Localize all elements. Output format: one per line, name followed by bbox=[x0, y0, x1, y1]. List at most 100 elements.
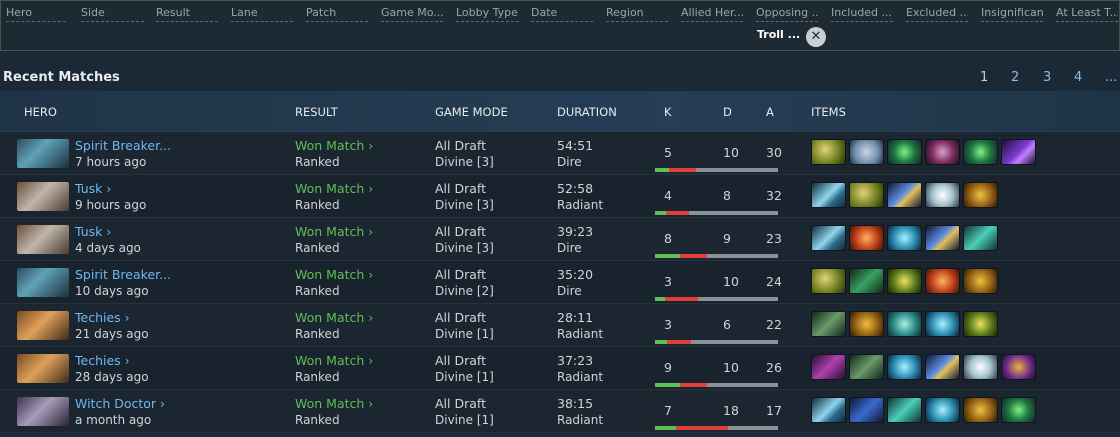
close-icon[interactable]: ✕ bbox=[806, 27, 826, 47]
col-duration[interactable]: DURATION bbox=[557, 105, 617, 119]
item-icon[interactable] bbox=[925, 182, 960, 208]
duration: 35:20 bbox=[557, 267, 594, 282]
match-result[interactable]: Won Match › bbox=[295, 310, 374, 325]
item-icon[interactable] bbox=[887, 268, 922, 294]
col-deaths[interactable]: D bbox=[723, 105, 732, 119]
item-icon[interactable] bbox=[1001, 139, 1036, 165]
assists: 23 bbox=[766, 231, 782, 246]
item-icon[interactable] bbox=[925, 311, 960, 337]
filter-lane[interactable]: Lane bbox=[231, 6, 293, 22]
filter-at-least[interactable]: At Least T... bbox=[1056, 6, 1118, 22]
item-icon[interactable] bbox=[925, 139, 960, 165]
item-icon[interactable] bbox=[811, 225, 846, 251]
item-icon[interactable] bbox=[887, 182, 922, 208]
item-icon[interactable] bbox=[887, 397, 922, 423]
page-1[interactable]: 1 bbox=[980, 70, 989, 85]
kills: 3 bbox=[664, 317, 672, 332]
item-icon[interactable] bbox=[849, 182, 884, 208]
filter-insignificant[interactable]: Insignificant bbox=[981, 6, 1043, 22]
item-icon[interactable] bbox=[963, 354, 998, 380]
item-icon[interactable] bbox=[811, 311, 846, 337]
match-result[interactable]: Won Match › bbox=[295, 353, 374, 368]
filter-hero[interactable]: Hero bbox=[6, 6, 66, 22]
filter-game-mode[interactable]: Game Mo... bbox=[381, 6, 443, 22]
hero-name[interactable]: Witch Doctor › bbox=[75, 396, 166, 411]
filter-included[interactable]: Included ... bbox=[831, 6, 893, 22]
filter-allied-heroes[interactable]: Allied Her... bbox=[681, 6, 743, 22]
hero-portrait[interactable] bbox=[17, 182, 69, 211]
match-result[interactable]: Won Match › bbox=[295, 267, 374, 282]
item-icon[interactable] bbox=[811, 182, 846, 208]
match-result[interactable]: Won Match › bbox=[295, 396, 374, 411]
item-icon[interactable] bbox=[925, 397, 960, 423]
table-row[interactable]: Witch Doctor › a month ago Won Match › R… bbox=[0, 390, 1120, 433]
duration: 38:15 bbox=[557, 396, 594, 411]
item-icon[interactable] bbox=[849, 311, 884, 337]
match-result[interactable]: Won Match › bbox=[295, 224, 374, 239]
hero-portrait[interactable] bbox=[17, 268, 69, 297]
col-hero[interactable]: HERO bbox=[24, 105, 57, 119]
table-row[interactable]: Spirit Breaker... 10 days ago Won Match … bbox=[0, 261, 1120, 304]
filter-lobby-type[interactable]: Lobby Type bbox=[456, 6, 519, 22]
item-icon[interactable] bbox=[849, 225, 884, 251]
item-icon[interactable] bbox=[963, 139, 998, 165]
item-icon[interactable] bbox=[811, 354, 846, 380]
hero-name[interactable]: Techies › bbox=[75, 353, 130, 368]
item-icon[interactable] bbox=[811, 139, 846, 165]
item-icon[interactable] bbox=[963, 397, 998, 423]
col-result[interactable]: RESULT bbox=[295, 105, 338, 119]
col-kills[interactable]: K bbox=[664, 105, 672, 119]
item-icon[interactable] bbox=[887, 311, 922, 337]
item-icon[interactable] bbox=[887, 354, 922, 380]
item-icon[interactable] bbox=[849, 397, 884, 423]
hero-name[interactable]: Tusk › bbox=[75, 224, 112, 239]
hero-portrait[interactable] bbox=[17, 225, 69, 254]
item-icon[interactable] bbox=[963, 268, 998, 294]
filter-excluded[interactable]: Excluded ... bbox=[906, 6, 968, 22]
table-row[interactable]: Tusk › 9 hours ago Won Match › Ranked Al… bbox=[0, 175, 1120, 218]
filter-patch[interactable]: Patch bbox=[306, 6, 368, 22]
filter-date[interactable]: Date bbox=[531, 6, 593, 22]
item-icon[interactable] bbox=[887, 139, 922, 165]
table-row[interactable]: Techies › 28 days ago Won Match › Ranked… bbox=[0, 347, 1120, 390]
col-game-mode[interactable]: GAME MODE bbox=[435, 105, 508, 119]
item-icon[interactable] bbox=[1001, 354, 1036, 380]
item-icon[interactable] bbox=[887, 225, 922, 251]
page-4[interactable]: 4 bbox=[1074, 70, 1083, 85]
hero-portrait[interactable] bbox=[17, 139, 69, 168]
table-row[interactable]: Spirit Breaker... 7 hours ago Won Match … bbox=[0, 132, 1120, 175]
item-icon[interactable] bbox=[963, 182, 998, 208]
page-3[interactable]: 3 bbox=[1043, 70, 1052, 85]
item-icon[interactable] bbox=[963, 225, 998, 251]
hero-name[interactable]: Spirit Breaker... bbox=[75, 138, 172, 153]
table-row[interactable]: Techies › 21 days ago Won Match › Ranked… bbox=[0, 304, 1120, 347]
item-icon[interactable] bbox=[925, 354, 960, 380]
item-icon[interactable] bbox=[849, 354, 884, 380]
item-icon[interactable] bbox=[811, 268, 846, 294]
item-icon[interactable] bbox=[963, 311, 998, 337]
hero-portrait[interactable] bbox=[17, 354, 69, 383]
page-more[interactable]: ... bbox=[1105, 70, 1118, 85]
item-icon[interactable] bbox=[811, 397, 846, 423]
item-icon[interactable] bbox=[849, 139, 884, 165]
lobby-type: Ranked bbox=[295, 198, 340, 212]
filter-side[interactable]: Side bbox=[81, 6, 144, 22]
item-icon[interactable] bbox=[925, 268, 960, 294]
col-assists[interactable]: A bbox=[766, 105, 774, 119]
match-result[interactable]: Won Match › bbox=[295, 138, 374, 153]
item-icon[interactable] bbox=[1001, 397, 1036, 423]
table-row[interactable]: Tusk › 4 days ago Won Match › Ranked All… bbox=[0, 218, 1120, 261]
filter-opposing-heroes[interactable]: Opposing ... bbox=[756, 6, 818, 22]
item-icon[interactable] bbox=[849, 268, 884, 294]
match-result[interactable]: Won Match › bbox=[295, 181, 374, 196]
page-2[interactable]: 2 bbox=[1011, 70, 1020, 85]
hero-portrait[interactable] bbox=[17, 397, 69, 426]
filter-result[interactable]: Result bbox=[156, 6, 218, 22]
hero-name[interactable]: Spirit Breaker... bbox=[75, 267, 172, 282]
item-icon[interactable] bbox=[925, 225, 960, 251]
filter-region[interactable]: Region bbox=[606, 6, 668, 22]
hero-name[interactable]: Tusk › bbox=[75, 181, 112, 196]
hero-portrait[interactable] bbox=[17, 311, 69, 340]
kda-bar-kills bbox=[655, 383, 680, 387]
hero-name[interactable]: Techies › bbox=[75, 310, 130, 325]
